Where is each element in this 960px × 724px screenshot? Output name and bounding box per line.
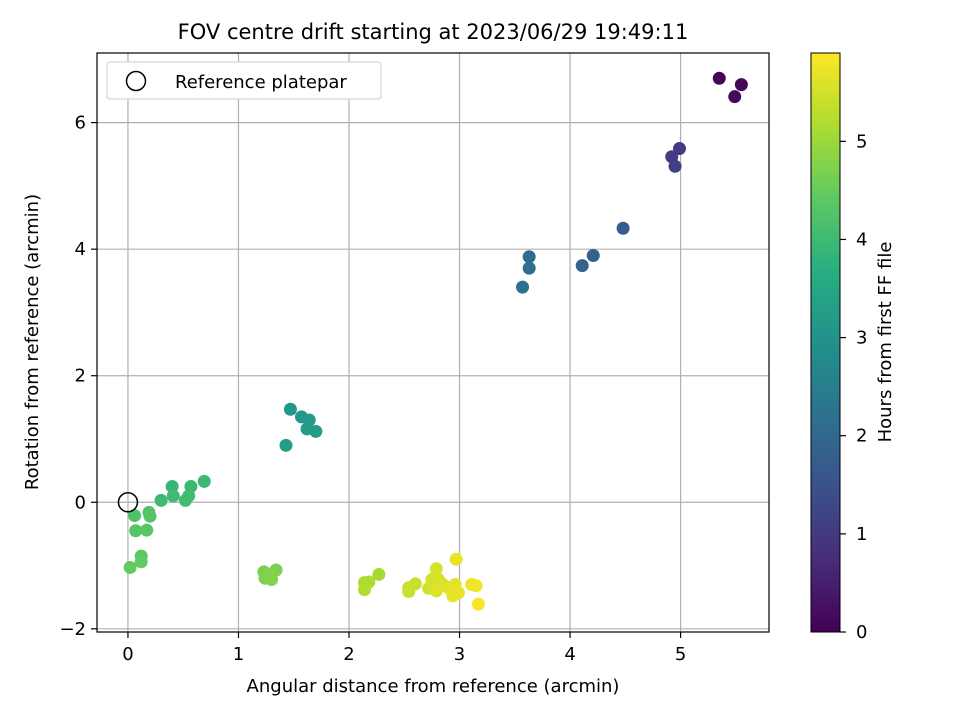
data-point bbox=[449, 552, 463, 566]
x-tick-label: 0 bbox=[122, 644, 133, 665]
data-point bbox=[283, 402, 297, 416]
data-point bbox=[140, 523, 154, 537]
y-tick-label: 6 bbox=[75, 113, 86, 134]
data-point bbox=[516, 280, 530, 294]
y-tick-label: 4 bbox=[75, 239, 86, 260]
data-point bbox=[165, 479, 179, 493]
y-tick-label: 0 bbox=[75, 492, 86, 513]
data-point bbox=[197, 474, 211, 488]
legend: Reference platepar bbox=[106, 61, 382, 100]
data-point bbox=[522, 250, 536, 264]
data-point bbox=[469, 579, 483, 593]
colorbar-gradient bbox=[810, 52, 841, 633]
colorbar-label: Hours from first FF file bbox=[875, 242, 896, 443]
data-point bbox=[154, 493, 168, 507]
data-point bbox=[471, 597, 485, 611]
colorbar-tick-label: 5 bbox=[856, 131, 867, 152]
chart-title: FOV centre drift starting at 2023/06/29 … bbox=[178, 20, 689, 44]
data-point bbox=[357, 583, 371, 597]
data-point bbox=[128, 509, 142, 523]
x-axis-label: Angular distance from reference (arcmin) bbox=[247, 676, 620, 697]
data-point bbox=[668, 159, 682, 173]
data-point bbox=[429, 584, 443, 598]
data-point bbox=[429, 562, 443, 576]
grid bbox=[97, 53, 769, 632]
data-point bbox=[143, 509, 157, 523]
y-tick-label: −2 bbox=[59, 619, 86, 640]
data-point bbox=[734, 78, 748, 92]
data-point bbox=[182, 489, 196, 503]
legend-entry-label: Reference platepar bbox=[175, 72, 347, 93]
data-point bbox=[712, 71, 726, 85]
data-point bbox=[402, 585, 416, 599]
data-point bbox=[586, 248, 600, 262]
data-point bbox=[262, 569, 276, 583]
reference-platepar-marker bbox=[117, 492, 139, 513]
plot-frame bbox=[96, 52, 770, 633]
data-point bbox=[616, 221, 630, 235]
data-points bbox=[123, 71, 748, 611]
y-axis-label: Rotation from reference (arcmin) bbox=[22, 194, 43, 490]
data-point bbox=[522, 261, 536, 275]
data-point bbox=[129, 524, 143, 538]
colorbar: 0 1 2 3 4 5 Hours from first FF file bbox=[810, 52, 896, 643]
x-tick-label: 5 bbox=[675, 644, 686, 665]
legend-marker-icon bbox=[125, 70, 147, 92]
colorbar-tick-label: 3 bbox=[856, 328, 867, 349]
data-point bbox=[123, 560, 137, 574]
colorbar-tick-label: 4 bbox=[856, 229, 867, 250]
data-point bbox=[166, 489, 180, 503]
colorbar-tick-label: 1 bbox=[856, 524, 867, 545]
data-point bbox=[575, 259, 589, 273]
x-tick-label: 4 bbox=[564, 644, 575, 665]
data-point bbox=[279, 438, 293, 452]
colorbar-tick-label: 0 bbox=[856, 622, 867, 643]
legend-box bbox=[106, 61, 382, 100]
x-tick-label: 3 bbox=[454, 644, 465, 665]
x-axis-ticks: 0 1 2 3 4 5 bbox=[122, 632, 686, 665]
data-point bbox=[372, 567, 386, 581]
data-point bbox=[672, 142, 686, 156]
data-point bbox=[451, 586, 465, 600]
x-tick-label: 2 bbox=[343, 644, 354, 665]
colorbar-ticks: 0 1 2 3 4 5 bbox=[840, 131, 867, 643]
colorbar-tick-label: 2 bbox=[856, 426, 867, 447]
x-tick-label: 1 bbox=[233, 644, 244, 665]
data-point bbox=[134, 555, 148, 569]
y-tick-label: 2 bbox=[75, 366, 86, 387]
data-point bbox=[728, 90, 742, 104]
data-point bbox=[309, 424, 323, 438]
y-axis-ticks: −2 0 2 4 6 bbox=[59, 113, 97, 640]
